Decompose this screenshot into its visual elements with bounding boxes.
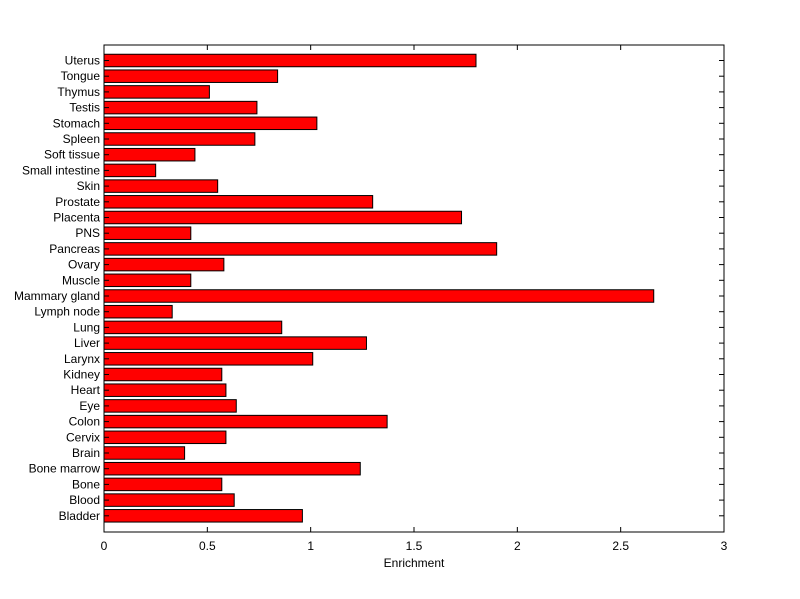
y-tick-label: Kidney — [63, 368, 100, 382]
bar-uterus — [103, 53, 477, 68]
y-tick-label: Lung — [73, 320, 100, 334]
y-tick-label: Bladder — [59, 509, 100, 523]
x-tick-label: 2 — [514, 539, 521, 553]
x-tick-label: 1.5 — [406, 539, 423, 553]
bar-thymus — [103, 85, 210, 99]
bar-bone-marrow — [103, 461, 361, 476]
y-tick-label: Prostate — [55, 195, 100, 209]
x-tick-label: 1 — [307, 539, 314, 553]
y-tick-label: Spleen — [63, 132, 100, 146]
bar-muscle — [103, 273, 192, 288]
bar-heart — [103, 383, 227, 397]
bar-larynx — [103, 352, 314, 366]
bar-blood — [103, 493, 235, 507]
y-tick-label: Mammary gland — [14, 289, 100, 303]
bar-liver — [103, 336, 367, 350]
bar-pns — [103, 226, 192, 240]
y-tick-label: Liver — [74, 336, 100, 350]
y-tick-label: Cervix — [66, 430, 100, 444]
y-tick-label: Ovary — [68, 258, 100, 272]
y-tick-label: Eye — [79, 399, 100, 413]
bar-tongue — [103, 69, 279, 83]
y-tick-label: Larynx — [64, 352, 100, 366]
x-tick-label: 0.5 — [199, 539, 216, 553]
bar-colon — [103, 414, 388, 429]
x-tick-label: 3 — [721, 539, 728, 553]
y-tick-label: Pancreas — [49, 242, 100, 256]
y-tick-label: Small intestine — [22, 163, 100, 177]
bar-bladder — [103, 509, 303, 523]
y-tick-label: Uterus — [65, 54, 100, 68]
y-tick-label: Testis — [69, 101, 100, 115]
x-axis-title: Enrichment — [384, 556, 445, 570]
y-tick-label: Skin — [77, 179, 100, 193]
bar-skin — [103, 179, 219, 193]
y-tick-label: Bone — [72, 477, 100, 491]
bar-lung — [103, 320, 283, 335]
bar-placenta — [103, 210, 463, 225]
bar-bone — [103, 477, 223, 492]
bar-lymph-node — [103, 304, 173, 319]
bar-kidney — [103, 367, 223, 382]
x-tick-label: 0 — [101, 539, 108, 553]
y-tick-label: Blood — [69, 493, 100, 507]
y-tick-label: Stomach — [53, 116, 100, 130]
bar-mammary-gland — [103, 289, 655, 303]
y-tick-label: Thymus — [57, 85, 100, 99]
y-tick-label: Colon — [69, 415, 100, 429]
bar-eye — [103, 399, 237, 413]
y-tick-label: PNS — [75, 226, 100, 240]
bars-layer — [103, 53, 655, 523]
y-tick-label: Tongue — [61, 69, 101, 83]
bar-ovary — [103, 257, 225, 272]
bar-spleen — [103, 132, 256, 146]
bar-brain — [103, 446, 186, 460]
y-tick-label: Bone marrow — [29, 462, 101, 476]
bar-testis — [103, 100, 258, 115]
y-tick-label: Lymph node — [34, 305, 100, 319]
bar-small-intestine — [103, 163, 157, 178]
bar-soft-tissue — [103, 147, 196, 162]
y-tick-label: Placenta — [53, 211, 100, 225]
bar-cervix — [103, 430, 227, 445]
ticks-layer — [103, 45, 725, 532]
bar-prostate — [103, 195, 374, 209]
y-tick-label: Soft tissue — [44, 148, 100, 162]
y-tick-label: Heart — [71, 383, 101, 397]
y-tick-label: Brain — [72, 446, 100, 460]
bar-stomach — [103, 116, 318, 131]
x-tick-label: 2.5 — [612, 539, 629, 553]
bar-pancreas — [103, 242, 498, 256]
y-tick-label: Muscle — [62, 273, 100, 287]
